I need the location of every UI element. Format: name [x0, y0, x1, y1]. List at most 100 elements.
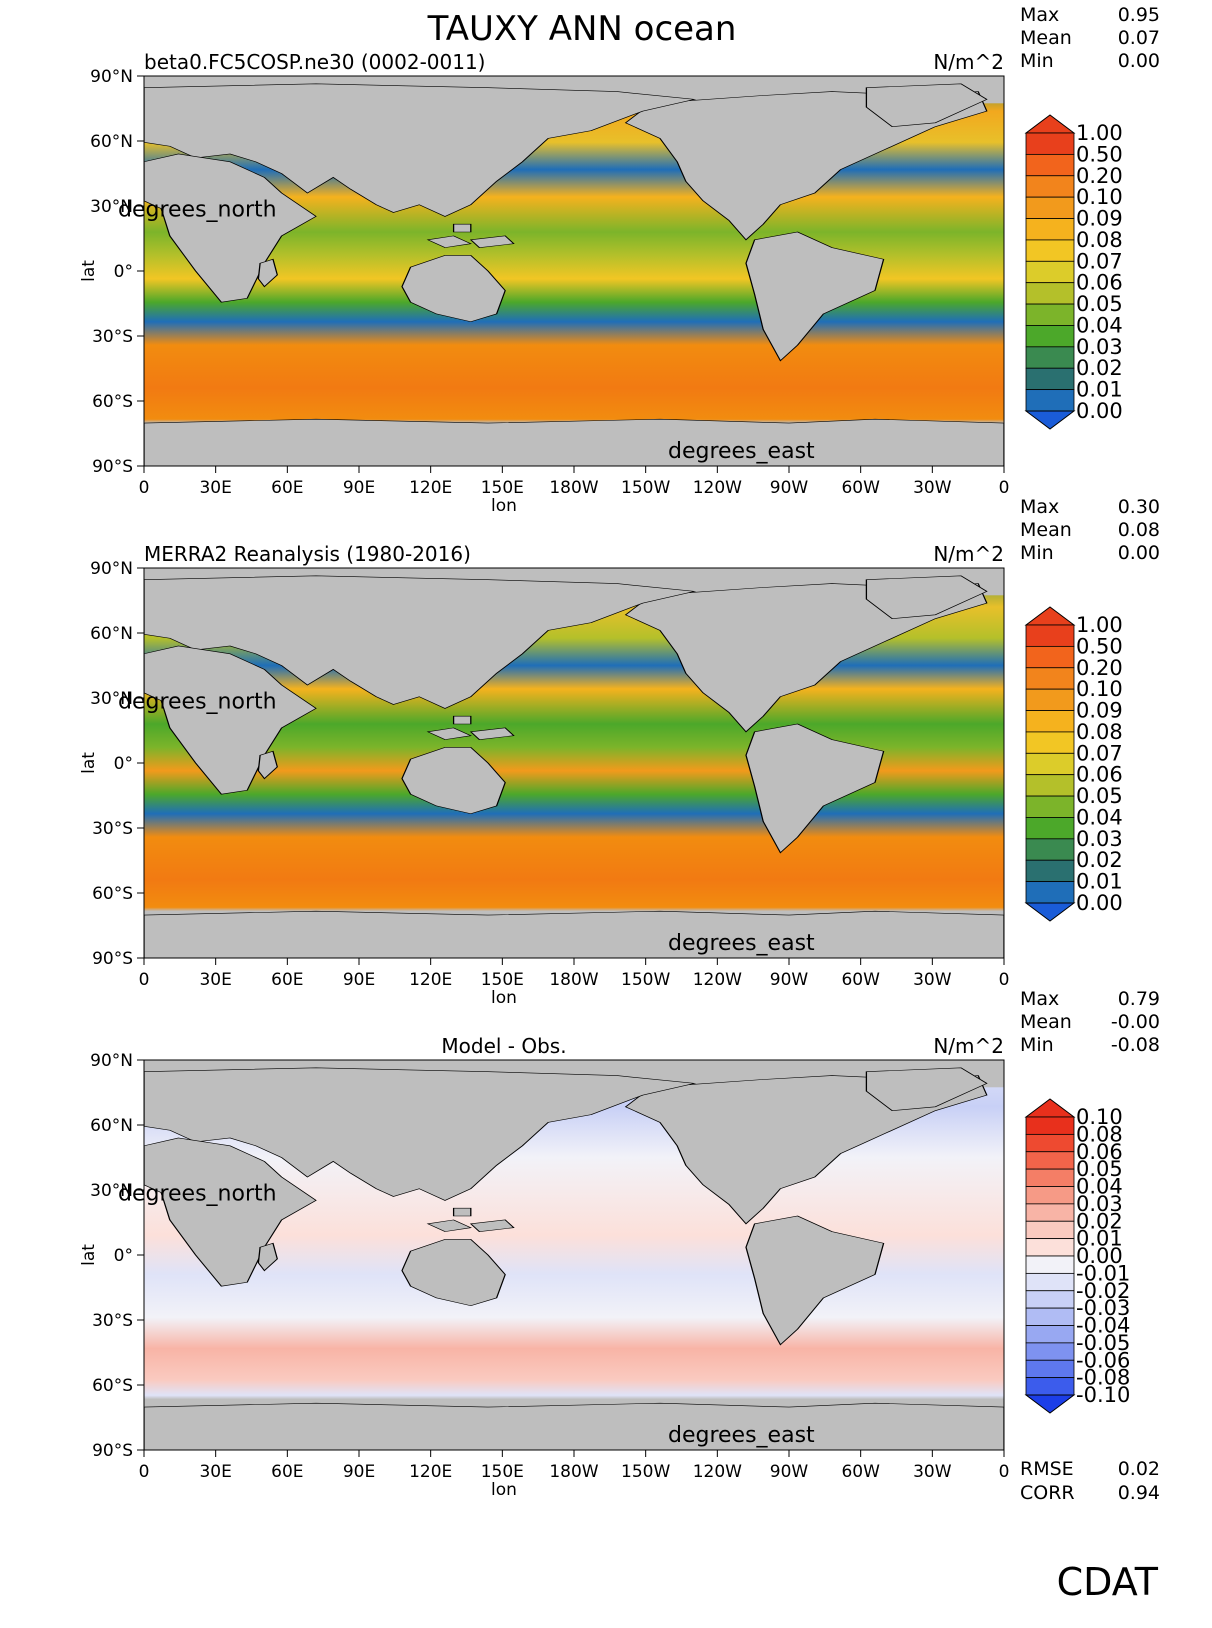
colorbar-swatch: [1025, 1307, 1075, 1326]
lat-tick-label: 30°S: [92, 1311, 133, 1331]
colorbar-max-arrow: [1024, 606, 1076, 626]
lat-tick-label: 0°: [114, 262, 133, 282]
colorbar-label: 0.10: [1076, 185, 1123, 209]
lon-units-label: degrees_east: [668, 439, 815, 464]
colorbar-swatch: [1025, 1133, 1075, 1153]
colorbar-swatch: [1025, 624, 1075, 647]
lon-tick-label: 150W: [621, 478, 670, 498]
stat-value-min: 0.00: [1118, 50, 1160, 72]
colorbar-max-arrow: [1024, 114, 1076, 134]
colorbar-label: 0.03: [1076, 335, 1123, 359]
stat-label-min: Min: [1020, 542, 1054, 564]
lat-tick-label: 30°N: [90, 1181, 133, 1201]
colorbar-swatch: [1025, 1220, 1075, 1240]
x-axis-label: lon: [491, 988, 517, 1008]
lon-tick-label: 150E: [481, 970, 524, 990]
lon-tick-label: 60E: [271, 970, 303, 990]
colorbar-label: 0.06: [1076, 1140, 1123, 1164]
colorbar-label: -0.02: [1076, 1279, 1130, 1303]
colorbar-swatch: [1025, 175, 1075, 198]
colorbar-label: 1.00: [1076, 121, 1123, 145]
lat-tick-label: 60°S: [92, 392, 133, 412]
colorbar-label: 0.02: [1076, 356, 1123, 380]
lat-tick-label: 90°N: [90, 67, 133, 87]
colorbar: 1.000.500.200.100.090.080.070.060.050.04…: [1024, 114, 1123, 430]
colorbar-label: 0.50: [1076, 634, 1123, 658]
colorbar-swatch: [1025, 389, 1075, 412]
colorbar-label: 0.07: [1076, 249, 1123, 273]
y-axis-label: lat: [79, 1244, 99, 1266]
colorbar: 1.000.500.200.100.090.080.070.060.050.04…: [1024, 606, 1123, 922]
colorbar-label: 0.00: [1076, 1244, 1123, 1268]
colorbar-swatch: [1025, 752, 1075, 776]
lon-tick-label: 150E: [481, 478, 524, 498]
colorbar-label: 0.20: [1076, 164, 1123, 188]
stat-value-min: -0.08: [1111, 1034, 1160, 1056]
stat-value-max: 0.79: [1118, 988, 1160, 1010]
lat-tick-label: 60°S: [92, 1376, 133, 1396]
lon-tick-label: 120E: [409, 478, 452, 498]
colorbar-swatch: [1025, 1151, 1075, 1170]
lon-tick-label: 60E: [271, 478, 303, 498]
lon-tick-label: 90E: [343, 970, 375, 990]
stat-label-max: Max: [1020, 496, 1059, 518]
colorbar-swatch: [1025, 688, 1075, 711]
panel-subtitle: Model - Obs.: [441, 1034, 566, 1058]
stat-value-mean: -0.00: [1111, 1011, 1160, 1033]
stat-value-mean: 0.08: [1118, 519, 1160, 541]
x-axis-label: lon: [491, 1480, 517, 1500]
cdat-logo: CDAT: [1057, 1560, 1159, 1604]
colorbar-swatch: [1025, 196, 1075, 219]
lon-tick-label: 150E: [481, 1462, 524, 1482]
colorbar-label: 0.02: [1076, 1209, 1123, 1233]
lon-tick-label: 60W: [841, 478, 880, 498]
colorbar-label: -0.05: [1076, 1331, 1130, 1355]
colorbar-swatch: [1025, 282, 1075, 305]
map-field: [144, 76, 1004, 466]
colorbar-label: 0.08: [1076, 228, 1123, 252]
lon-tick-label: 60W: [841, 970, 880, 990]
map-field: [144, 1060, 1004, 1450]
lon-tick-label: 0: [139, 1462, 150, 1482]
colorbar-swatch: [1025, 346, 1075, 369]
lat-tick-label: 30°S: [92, 327, 133, 347]
lon-tick-label: 120E: [409, 970, 452, 990]
colorbar-swatch: [1025, 1186, 1075, 1205]
colorbar-label: 0.05: [1076, 784, 1123, 808]
lat-tick-label: 90°N: [90, 1051, 133, 1071]
lat-units-label: degrees_north: [118, 689, 277, 714]
lon-tick-label: 150W: [621, 970, 670, 990]
colorbar-label: 0.06: [1076, 763, 1123, 787]
colorbar-label: 0.01: [1076, 870, 1123, 894]
lon-tick-label: 90W: [770, 970, 809, 990]
colorbar-swatch: [1025, 645, 1075, 669]
colorbar-label: 0.20: [1076, 656, 1123, 680]
lon-tick-label: 30E: [199, 1462, 231, 1482]
y-axis-label: lat: [79, 260, 99, 282]
colorbar-label: 0.10: [1076, 677, 1123, 701]
lat-tick-label: 0°: [114, 754, 133, 774]
colorbar-swatch: [1025, 838, 1075, 861]
stat-label-mean: Mean: [1020, 27, 1072, 49]
lat-tick-label: 90°S: [92, 1441, 133, 1461]
colorbar-label: 0.01: [1076, 378, 1123, 402]
panel-subtitle: MERRA2 Reanalysis (1980-2016): [144, 542, 471, 566]
colorbar-swatch: [1025, 795, 1075, 818]
colorbar-swatch: [1025, 774, 1075, 797]
lat-units-label: degrees_north: [118, 1181, 277, 1206]
lon-tick-label: 180W: [549, 1462, 598, 1482]
colorbar-swatch: [1025, 239, 1075, 262]
lat-tick-label: 90°N: [90, 559, 133, 579]
colorbar-label: -0.08: [1076, 1366, 1130, 1390]
colorbar-label: 0.08: [1076, 720, 1123, 744]
colorbar-label: 0.03: [1076, 827, 1123, 851]
colorbar-swatch: [1025, 1203, 1075, 1222]
colorbar-label: 0.03: [1076, 1192, 1123, 1216]
lon-tick-label: 90E: [343, 1462, 375, 1482]
lon-tick-label: 30E: [199, 970, 231, 990]
lon-tick-label: 90E: [343, 478, 375, 498]
colorbar-swatch: [1025, 1255, 1075, 1274]
colorbar-swatch: [1025, 881, 1075, 904]
rmse-label: RMSE: [1020, 1458, 1074, 1480]
